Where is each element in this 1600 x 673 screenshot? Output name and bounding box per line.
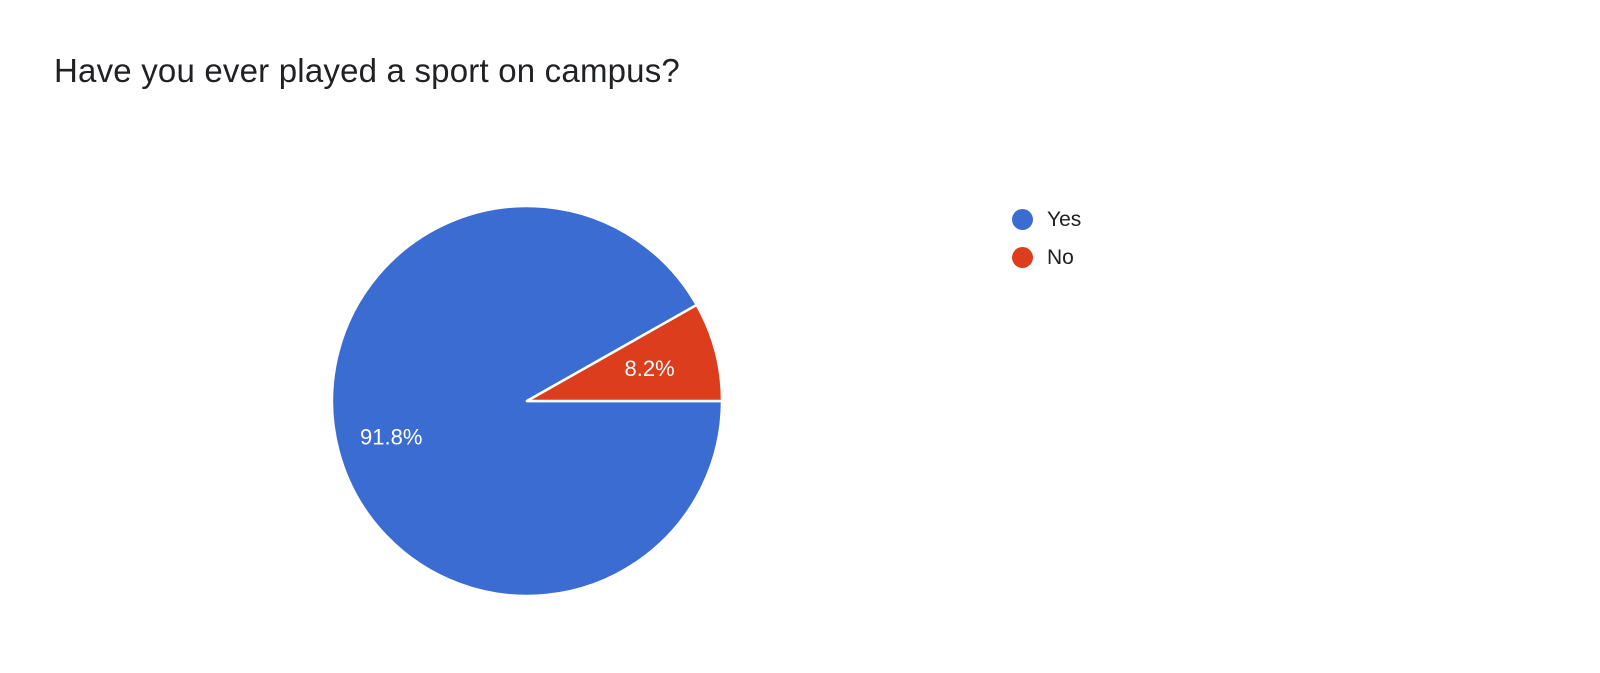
legend-swatch-icon xyxy=(1012,246,1033,268)
slice-label-yes: 91.8% xyxy=(360,424,422,449)
chart-legend: Yes No xyxy=(1012,200,1081,276)
slice-label-no: 8.2% xyxy=(625,356,675,381)
legend-item-no: No xyxy=(1012,238,1081,276)
question-title: Have you ever played a sport on campus? xyxy=(54,52,680,89)
legend-item-yes: Yes xyxy=(1012,200,1081,238)
legend-label: Yes xyxy=(1047,207,1082,231)
pie-chart: 91.8% 8.2% xyxy=(330,204,724,598)
pie-slice-no[interactable] xyxy=(525,303,724,403)
legend-swatch-icon xyxy=(1012,208,1033,230)
legend-label: No xyxy=(1047,245,1074,269)
